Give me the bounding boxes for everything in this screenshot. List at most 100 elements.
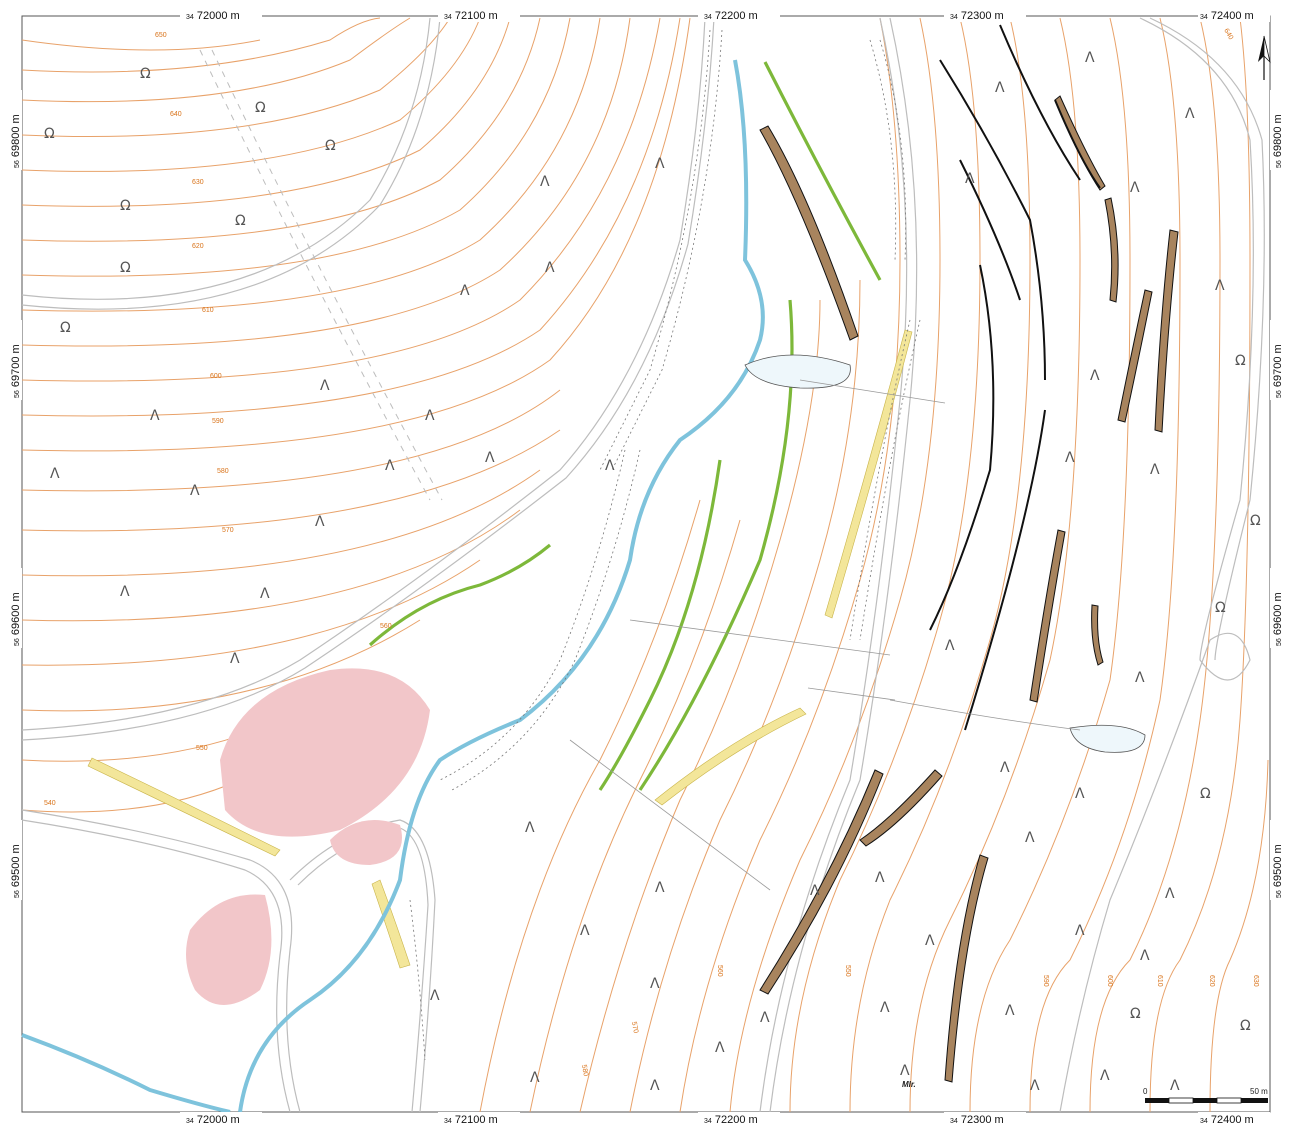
svg-text:Λ: Λ (650, 1078, 660, 1094)
svg-text:Ω: Ω (60, 320, 71, 336)
contour-label: 590 (212, 418, 224, 425)
stream (21, 59, 765, 1114)
svg-text:Ω: Ω (1130, 1006, 1141, 1022)
map-annotation: Mlr. (902, 1080, 916, 1089)
svg-text:Λ: Λ (1030, 1078, 1040, 1094)
svg-text:Λ: Λ (50, 466, 60, 482)
svg-text:Λ: Λ (1170, 1078, 1180, 1094)
scale-bar: 0 50 m (1143, 1087, 1268, 1104)
svg-text:Λ: Λ (1005, 1003, 1015, 1019)
svg-text:Λ: Λ (1075, 923, 1085, 939)
grid-label: 72100 m (455, 1114, 498, 1126)
contour-label: 570 (222, 527, 234, 534)
svg-text:Ω: Ω (1215, 600, 1226, 616)
svg-text:Λ: Λ (605, 458, 615, 474)
parcel-lines (569, 379, 1081, 891)
svg-text:34 72200 m: 34 72200 m (704, 10, 758, 22)
grid-label: 72200 m (715, 1114, 758, 1126)
svg-text:56 69500 m: 56 69500 m (1272, 844, 1284, 898)
svg-text:Λ: Λ (1065, 450, 1075, 466)
svg-text:56 69800 m: 56 69800 m (1272, 114, 1284, 168)
ponds (744, 354, 1146, 753)
yellow-bands (87, 329, 913, 969)
svg-text:Λ: Λ (875, 870, 885, 886)
contour-label: 600 (210, 373, 222, 380)
svg-text:Λ: Λ (230, 651, 240, 667)
contour-label: 570 (630, 1021, 639, 1034)
svg-text:Ω: Ω (1200, 786, 1211, 802)
grid-label: 72300 m (961, 10, 1004, 22)
svg-text:34 72400 m: 34 72400 m (1200, 10, 1254, 22)
grid-labels-left: 56 69800 m 56 69700 m 56 69600 m 56 6950… (8, 90, 22, 900)
svg-text:Λ: Λ (425, 408, 435, 424)
svg-text:Λ: Λ (150, 408, 160, 424)
contour-label: 650 (155, 32, 167, 39)
svg-text:Λ: Λ (900, 1063, 910, 1079)
grid-label: 69700 m (1272, 344, 1284, 387)
contour-label: 550 (844, 965, 851, 977)
svg-text:Λ: Λ (190, 483, 200, 499)
svg-text:56 69600 m: 56 69600 m (10, 592, 22, 646)
svg-text:Ω: Ω (44, 126, 55, 142)
grid-label: 72400 m (1211, 1114, 1254, 1126)
grid-label: 69600 m (1272, 592, 1284, 635)
svg-text:56 69700 m: 56 69700 m (10, 344, 22, 398)
contour-label: 580 (217, 468, 229, 475)
svg-text:34 72100 m: 34 72100 m (444, 1114, 498, 1126)
contour-lines-west (21, 17, 691, 813)
svg-text:Ω: Ω (1235, 353, 1246, 369)
svg-text:Λ: Λ (760, 1010, 770, 1026)
svg-text:Ω: Ω (235, 213, 246, 229)
svg-text:Λ: Λ (945, 638, 955, 654)
grid-label: 69800 m (10, 114, 22, 157)
grid-label: 69600 m (10, 592, 22, 635)
svg-text:Λ: Λ (530, 1070, 540, 1086)
svg-text:56 69700 m: 56 69700 m (1272, 344, 1284, 398)
grid-label: 72200 m (715, 10, 758, 22)
contour-label: 590 (1042, 975, 1049, 987)
svg-text:Ω: Ω (1250, 513, 1261, 529)
svg-text:Λ: Λ (485, 450, 495, 466)
svg-text:Λ: Λ (1100, 1068, 1110, 1084)
grid-label: 69800 m (1272, 114, 1284, 157)
grid-label: 72100 m (455, 10, 498, 22)
roads (21, 17, 1265, 1113)
svg-text:Ω: Ω (120, 198, 131, 214)
contour-label: 640 (170, 111, 182, 118)
pink-areas (186, 668, 430, 1005)
brown-bands (759, 95, 1179, 1083)
contour-label: 540 (44, 800, 56, 807)
grid-label: 72400 m (1211, 10, 1254, 22)
svg-text:Λ: Λ (1130, 180, 1140, 196)
scale-start: 0 (1143, 1087, 1148, 1096)
svg-text:Λ: Λ (1025, 830, 1035, 846)
svg-text:Λ: Λ (525, 820, 535, 836)
svg-text:Ω: Ω (325, 138, 336, 154)
svg-text:34 72000 m: 34 72000 m (186, 10, 240, 22)
svg-text:Λ: Λ (1215, 278, 1225, 294)
svg-text:Λ: Λ (1085, 50, 1095, 66)
contour-label: 560 (380, 623, 392, 630)
contour-label: 630 (1252, 975, 1259, 987)
grid-label: 72000 m (197, 1114, 240, 1126)
svg-text:34 72400 m: 34 72400 m (1200, 1114, 1254, 1126)
contour-label: 620 (1208, 975, 1215, 987)
contour-label: 580 (580, 1064, 589, 1077)
svg-text:34 72300 m: 34 72300 m (950, 1114, 1004, 1126)
grid-label: 72300 m (961, 1114, 1004, 1126)
svg-text:Ω: Ω (140, 66, 151, 82)
svg-text:Λ: Λ (1185, 106, 1195, 122)
contour-labels-west: 650 640 630 620 610 600 590 580 570 560 … (44, 32, 392, 807)
grid-label: 69500 m (10, 844, 22, 887)
scale-end: 50 m (1250, 1087, 1268, 1096)
svg-text:Λ: Λ (880, 1000, 890, 1016)
grid-label: 69500 m (1272, 844, 1284, 887)
svg-text:Ω: Ω (1240, 1018, 1251, 1034)
svg-text:Λ: Λ (315, 514, 325, 530)
svg-text:Ω: Ω (255, 100, 266, 116)
grid-labels-bottom: 34 72000 m 34 72100 m 34 72200 m 34 7230… (180, 1112, 1270, 1126)
svg-text:Λ: Λ (925, 933, 935, 949)
contour-label: 560 (716, 965, 723, 977)
grid-labels-right: 56 69800 m 56 69700 m 56 69600 m 56 6950… (1270, 90, 1284, 900)
